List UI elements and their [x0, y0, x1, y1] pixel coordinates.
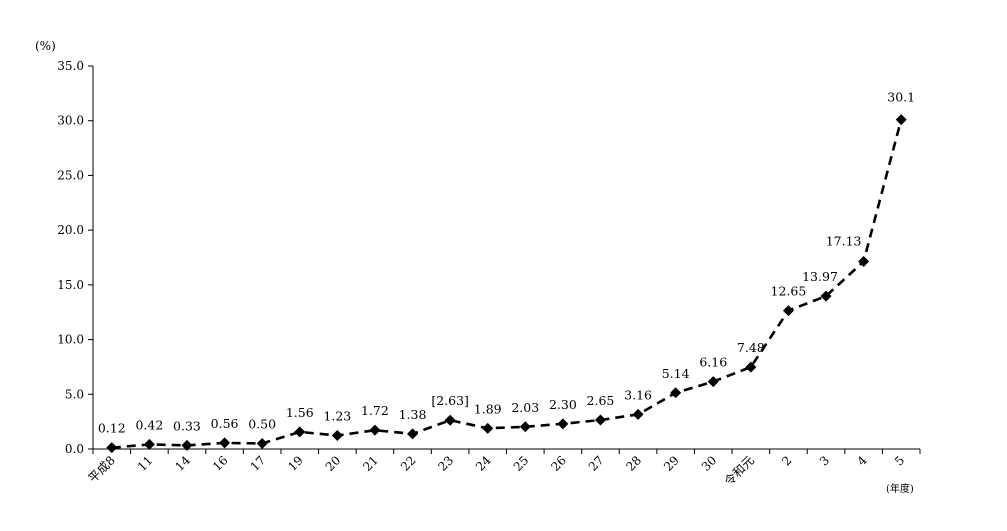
x-tick-label: 26	[548, 453, 569, 474]
x-tick-label: 27	[586, 453, 607, 474]
y-tick-label: 15.0	[57, 278, 84, 292]
x-axis-unit: (年度)	[886, 482, 914, 495]
y-axis-unit: (%)	[35, 39, 56, 53]
x-tick-label: 21	[360, 453, 381, 474]
x-tick-label: 28	[623, 453, 644, 474]
x-tick-label: 平成8	[86, 453, 118, 485]
data-point	[632, 408, 644, 420]
data-label: 3.16	[624, 387, 652, 402]
data-label: 0.56	[211, 416, 239, 431]
data-point	[594, 414, 606, 426]
y-tick-label: 0.0	[65, 442, 84, 456]
data-point	[482, 422, 494, 434]
data-labels: 0.12 0.42 0.33 0.56 0.50 1.56 1.23 1.72 1.38 [2.6…	[98, 90, 915, 436]
data-label: [2.63]	[431, 393, 469, 408]
data-label: 6.16	[699, 355, 727, 370]
y-tick-label: 35.0	[57, 59, 84, 73]
data-point	[294, 426, 306, 438]
data-point	[782, 305, 794, 317]
data-label: 2.03	[511, 400, 539, 415]
data-point	[745, 361, 757, 373]
data-point	[143, 438, 155, 450]
x-tick-label: 20	[323, 453, 344, 474]
data-point	[444, 414, 456, 426]
data-label: 13.97	[802, 269, 838, 284]
data-label: 1.38	[399, 407, 427, 422]
data-label: 0.42	[135, 417, 163, 432]
data-point	[256, 438, 268, 450]
data-label: 30.1	[887, 90, 915, 105]
x-tick-label: 4	[854, 453, 870, 469]
data-point	[106, 442, 118, 454]
x-tick-label: 30	[699, 453, 720, 474]
x-tick-label: 23	[436, 453, 457, 474]
data-label: 1.56	[286, 405, 314, 420]
data-point	[707, 376, 719, 388]
data-label: 2.65	[587, 393, 615, 408]
data-label: 5.14	[662, 366, 690, 381]
x-tick-label: 2	[779, 453, 794, 468]
data-label: 0.12	[98, 421, 126, 436]
data-point	[219, 437, 231, 449]
x-tick-label: 令和元	[721, 453, 757, 489]
x-tick-label: 16	[210, 453, 231, 474]
x-tick-label: 29	[661, 453, 682, 474]
data-label: 1.23	[323, 409, 351, 424]
y-tick-label: 30.0	[57, 114, 84, 128]
data-point	[557, 418, 569, 430]
x-axis: 平成8 11 14 16 17 19 20 21 22 23 24 25 26 27 28 29 30 令和元 2 3…	[86, 448, 921, 489]
y-tick-label: 10.0	[57, 333, 84, 347]
x-tick-label: 17	[248, 453, 269, 474]
data-point	[331, 430, 343, 442]
data-point	[858, 256, 870, 268]
x-tick-label: 19	[285, 453, 306, 474]
x-tick-label: 22	[398, 453, 419, 474]
data-markers	[106, 114, 907, 454]
y-tick-label: 5.0	[65, 387, 84, 401]
data-label: 0.50	[248, 417, 276, 432]
y-tick-label: 20.0	[57, 223, 84, 237]
data-point	[407, 428, 419, 440]
data-label: 2.30	[549, 397, 577, 412]
data-point	[820, 290, 832, 302]
data-point	[670, 387, 682, 399]
data-point	[895, 114, 907, 126]
x-tick-label: 14	[172, 453, 193, 474]
data-label: 1.89	[474, 401, 502, 416]
data-point	[369, 424, 381, 436]
data-point	[181, 439, 193, 451]
x-tick-label: 3	[817, 453, 832, 468]
x-tick-label: 24	[473, 453, 494, 474]
data-label: 7.48	[737, 340, 765, 355]
data-label: 0.33	[173, 418, 201, 433]
data-point	[519, 421, 531, 433]
y-tick-label: 25.0	[57, 168, 84, 182]
data-label: 1.72	[361, 403, 389, 418]
x-tick-label: 11	[135, 453, 156, 474]
x-tick-label: 5	[892, 453, 907, 468]
x-tick-label: 25	[511, 453, 532, 474]
data-label: 17.13	[826, 234, 862, 249]
data-label: 12.65	[771, 284, 807, 299]
y-axis: 0.0 5.0 10.0 15.0 20.0 25.0 30.0 35.0	[57, 59, 94, 456]
